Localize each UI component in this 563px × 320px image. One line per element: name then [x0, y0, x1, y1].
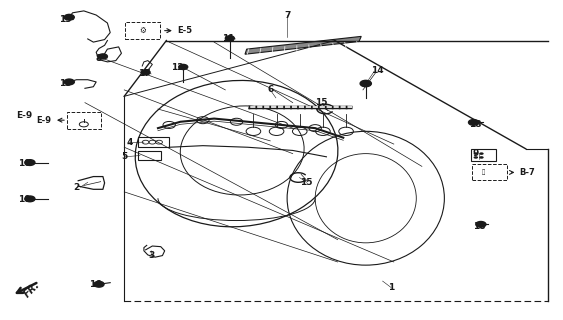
Text: 2: 2 — [73, 183, 79, 192]
Circle shape — [476, 221, 486, 227]
Circle shape — [468, 120, 479, 125]
Bar — [126, 22, 160, 39]
Bar — [67, 112, 101, 129]
Text: E-5: E-5 — [177, 26, 192, 35]
Bar — [138, 151, 161, 160]
Circle shape — [479, 156, 484, 159]
Text: 13: 13 — [59, 15, 72, 24]
Text: 18: 18 — [473, 222, 485, 231]
Text: 18: 18 — [469, 120, 481, 130]
Text: 10: 10 — [18, 195, 30, 204]
Polygon shape — [245, 36, 361, 54]
Circle shape — [64, 79, 74, 85]
Text: 4: 4 — [127, 138, 133, 147]
Text: 14: 14 — [370, 66, 383, 75]
Text: E-9: E-9 — [36, 116, 51, 125]
Circle shape — [25, 196, 35, 202]
Text: 5: 5 — [121, 152, 127, 161]
Circle shape — [178, 64, 187, 69]
Text: FR.: FR. — [22, 279, 42, 299]
Text: E-9: E-9 — [16, 111, 33, 120]
Bar — [472, 164, 507, 180]
Text: ⬛: ⬛ — [482, 170, 485, 175]
Circle shape — [473, 152, 478, 155]
Circle shape — [99, 54, 108, 59]
Text: 13: 13 — [59, 79, 72, 88]
Text: 11: 11 — [222, 35, 234, 44]
Text: ⚙: ⚙ — [140, 26, 146, 35]
Text: 10: 10 — [18, 159, 30, 168]
Text: 9: 9 — [472, 149, 479, 158]
Text: 17: 17 — [137, 69, 150, 78]
Circle shape — [225, 36, 234, 41]
Circle shape — [25, 160, 35, 165]
Text: 15: 15 — [315, 98, 327, 107]
Text: 6: 6 — [267, 85, 274, 94]
Text: B-7: B-7 — [519, 168, 535, 177]
Bar — [138, 137, 169, 147]
Text: 16: 16 — [89, 280, 101, 289]
Circle shape — [94, 281, 104, 287]
Text: 7: 7 — [284, 11, 291, 20]
Text: 15: 15 — [301, 178, 313, 187]
Text: 12: 12 — [171, 63, 184, 72]
Circle shape — [141, 70, 150, 75]
Circle shape — [479, 152, 484, 155]
Circle shape — [64, 14, 74, 20]
Circle shape — [473, 156, 478, 159]
Bar — [471, 148, 496, 161]
Text: 3: 3 — [148, 251, 154, 260]
Circle shape — [360, 80, 372, 87]
Text: 8: 8 — [96, 53, 102, 62]
Text: 1: 1 — [388, 283, 394, 292]
